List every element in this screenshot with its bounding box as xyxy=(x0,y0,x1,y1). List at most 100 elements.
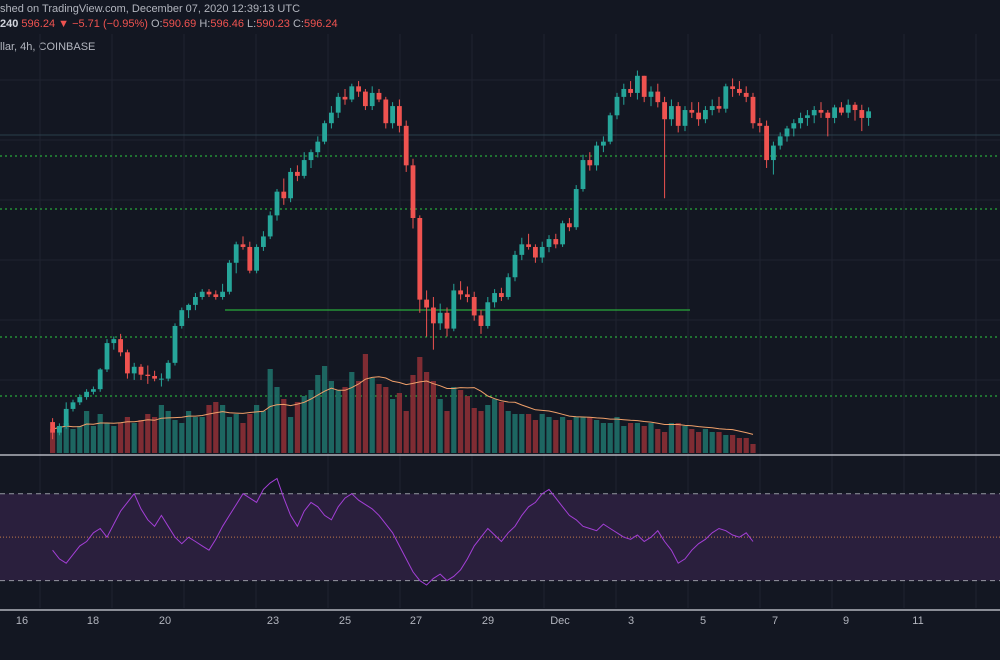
candle-body xyxy=(723,86,729,109)
candle-body xyxy=(295,171,300,176)
volume-bar xyxy=(641,426,647,453)
candle-body xyxy=(227,262,232,292)
volume-bar xyxy=(369,378,375,453)
candle-body xyxy=(757,123,763,126)
candle-body xyxy=(560,223,565,245)
symbol-info: llar, 4h, COINBASE xyxy=(0,41,96,53)
chart-header: shed on TradingView.com, December 07, 20… xyxy=(0,0,1000,34)
volume-bar xyxy=(532,420,538,453)
candle-body xyxy=(743,92,749,97)
candle-body xyxy=(301,160,307,176)
candle-body xyxy=(131,366,137,374)
candle-body xyxy=(512,254,518,278)
volume-bar xyxy=(464,396,470,453)
volume-bar xyxy=(254,405,260,453)
candle-body xyxy=(737,88,742,93)
candle-body xyxy=(798,117,803,124)
volume-bar xyxy=(716,432,722,453)
volume-bar xyxy=(84,411,90,453)
candle-body xyxy=(832,107,837,118)
volume-bar xyxy=(90,426,96,453)
volume-bar xyxy=(50,429,56,453)
volume-bar xyxy=(220,405,226,453)
candle-body xyxy=(329,112,334,124)
time-axis-tick-label: Dec xyxy=(550,615,570,627)
candle-body xyxy=(186,304,191,311)
open-value: 590.69 xyxy=(162,18,197,30)
volume-bar xyxy=(424,372,430,453)
candle-body xyxy=(193,297,198,305)
volume-bar xyxy=(396,393,402,453)
volume-bar xyxy=(260,411,266,453)
candle-body xyxy=(363,91,368,107)
candle-body xyxy=(111,339,117,344)
volume-bar xyxy=(63,423,69,453)
candle-body xyxy=(424,299,429,308)
candle-body xyxy=(322,123,327,142)
candle-body xyxy=(607,115,613,142)
candle-body xyxy=(104,343,110,370)
candle-body xyxy=(342,96,348,100)
volume-bar xyxy=(172,420,178,453)
volume-ma-line xyxy=(52,376,754,435)
candle-body xyxy=(458,290,463,295)
rsi-band xyxy=(0,493,1000,581)
volume-bar xyxy=(730,435,736,453)
candle-body xyxy=(764,125,769,161)
candle-body xyxy=(621,88,627,97)
candle-body xyxy=(288,171,293,199)
candle-body xyxy=(641,75,647,97)
volume-bar xyxy=(492,399,498,453)
volume-bar xyxy=(478,411,484,453)
time-axis-tick-label: 18 xyxy=(87,615,99,627)
volume-bar xyxy=(281,399,287,453)
candle-body xyxy=(771,145,776,161)
published-text: shed on TradingView.com, December 07, 20… xyxy=(0,3,301,15)
volume-bar xyxy=(621,426,627,453)
volume-bar xyxy=(383,387,389,453)
volume-bar xyxy=(417,357,423,453)
candle-body xyxy=(84,391,89,398)
last-price: 596.24 xyxy=(21,18,56,30)
volume-bar xyxy=(111,426,117,453)
volume-bar xyxy=(56,426,62,453)
volume-bar xyxy=(390,399,396,453)
candle-body xyxy=(526,244,531,247)
candle-body xyxy=(179,310,185,326)
volume-bar xyxy=(655,429,661,453)
volume-bar xyxy=(498,402,504,453)
candle-body xyxy=(233,244,239,263)
volume-bar xyxy=(662,432,668,453)
volume-bar xyxy=(736,438,742,453)
volume-bar xyxy=(410,375,416,453)
candle-body xyxy=(247,246,253,271)
candle-body xyxy=(213,294,219,297)
volume-bar xyxy=(451,387,457,453)
volume-bar xyxy=(560,417,566,453)
candle-body xyxy=(335,96,341,113)
candle-body xyxy=(519,244,525,255)
volume-bar xyxy=(104,423,110,453)
candle-body xyxy=(451,290,457,329)
candle-body xyxy=(546,239,552,247)
candle-body xyxy=(845,104,851,113)
volume-bar xyxy=(131,423,137,453)
candle-body xyxy=(539,246,545,258)
volume-bar xyxy=(97,414,103,453)
candle-body xyxy=(614,96,620,116)
time-axis-tick-label: 5 xyxy=(700,615,706,627)
candle-body xyxy=(465,294,470,297)
candle-body xyxy=(125,352,130,374)
volume-bar xyxy=(580,417,586,453)
candle-body xyxy=(805,115,810,118)
candle-body xyxy=(471,297,477,316)
volume-bar xyxy=(335,390,341,453)
volume-bar xyxy=(634,423,640,453)
close-label: C: xyxy=(292,18,304,30)
candle-body xyxy=(281,191,287,199)
candle-body xyxy=(138,366,144,375)
time-axis-tick-label: 25 xyxy=(339,615,351,627)
candle-body xyxy=(437,312,443,324)
rsi-line xyxy=(52,477,754,586)
